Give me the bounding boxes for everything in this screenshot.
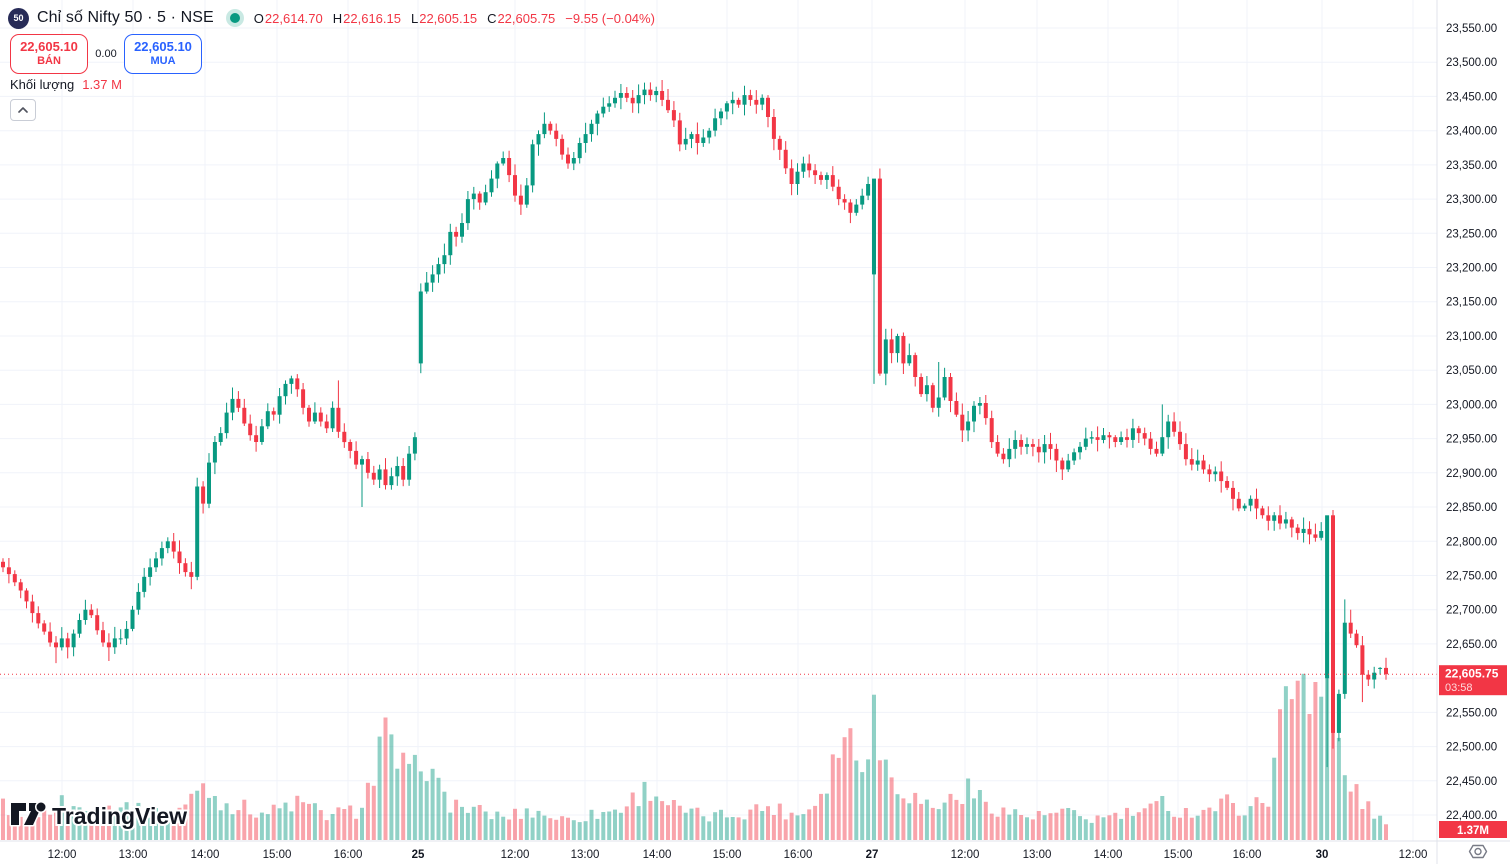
- trade-panel: 22,605.10 BÁN 0.00 22,605.10 MUA: [10, 34, 202, 74]
- svg-text:22,800.00: 22,800.00: [1446, 536, 1497, 548]
- volume-value: 1.37 M: [82, 77, 122, 92]
- open-value: O22,614.70: [253, 10, 323, 26]
- svg-text:22,650.00: 22,650.00: [1446, 639, 1497, 651]
- svg-text:13:00: 13:00: [571, 849, 600, 861]
- price-axis[interactable]: 22,400.00 22,450.00 22,500.00 22,550.00 22,6…: [1446, 23, 1497, 822]
- svg-text:12:00: 12:00: [1399, 849, 1428, 861]
- low-value: L22,605.15: [410, 10, 478, 26]
- svg-text:22,700.00: 22,700.00: [1446, 605, 1497, 617]
- svg-text:30: 30: [1316, 849, 1329, 861]
- svg-text:23,200.00: 23,200.00: [1446, 263, 1497, 275]
- svg-text:22,500.00: 22,500.00: [1446, 742, 1497, 754]
- chevron-up-icon: [18, 107, 28, 113]
- svg-text:23,450.00: 23,450.00: [1446, 91, 1497, 103]
- candlestick-series: [1, 80, 1388, 768]
- time-axis-settings-icon[interactable]: [1468, 844, 1488, 859]
- svg-text:22,850.00: 22,850.00: [1446, 502, 1497, 514]
- pane-collapse-button[interactable]: [10, 99, 36, 121]
- svg-text:22,550.00: 22,550.00: [1446, 707, 1497, 719]
- close-value: C22,605.75: [487, 10, 556, 26]
- svg-text:25: 25: [412, 849, 425, 861]
- svg-text:23,400.00: 23,400.00: [1446, 126, 1497, 138]
- change-value: −9.55 (−0.04%): [565, 10, 655, 26]
- svg-text:22,950.00: 22,950.00: [1446, 434, 1497, 446]
- svg-text:23,550.00: 23,550.00: [1446, 23, 1497, 35]
- svg-text:22,400.00: 22,400.00: [1446, 810, 1497, 822]
- svg-text:12:00: 12:00: [951, 849, 980, 861]
- svg-text:15:00: 15:00: [263, 849, 292, 861]
- sell-button[interactable]: 22,605.10 BÁN: [10, 34, 88, 74]
- svg-text:23,150.00: 23,150.00: [1446, 297, 1497, 309]
- bar-countdown: 03:58: [1445, 682, 1473, 694]
- tradingview-wordmark: TradingView: [52, 803, 187, 829]
- svg-text:12:00: 12:00: [48, 849, 77, 861]
- svg-text:1.37M: 1.37M: [1457, 825, 1489, 837]
- symbol-logo-badge: 50: [8, 7, 29, 29]
- svg-text:14:00: 14:00: [1094, 849, 1123, 861]
- svg-text:23,250.00: 23,250.00: [1446, 228, 1497, 240]
- legend: 50 Chỉ số Nifty 50 · 5 · NSE O22,614.70 …: [8, 6, 655, 30]
- ohlc-values: O22,614.70 H22,616.15 L22,605.15 C22,605…: [254, 11, 655, 26]
- spread-value: 0.00: [95, 48, 117, 60]
- svg-text:22,750.00: 22,750.00: [1446, 571, 1497, 583]
- symbol-title[interactable]: Chỉ số Nifty 50 · 5 · NSE: [37, 9, 214, 26]
- svg-text:12:00: 12:00: [501, 849, 530, 861]
- svg-text:22,450.00: 22,450.00: [1446, 776, 1497, 788]
- volume-label[interactable]: Khối lượng: [10, 77, 75, 92]
- svg-text:16:00: 16:00: [1233, 849, 1262, 861]
- svg-text:13:00: 13:00: [1023, 849, 1052, 861]
- svg-text:23,300.00: 23,300.00: [1446, 194, 1497, 206]
- svg-text:16:00: 16:00: [784, 849, 813, 861]
- svg-text:23,000.00: 23,000.00: [1446, 399, 1497, 411]
- svg-text:23,100.00: 23,100.00: [1446, 331, 1497, 343]
- svg-text:13:00: 13:00: [119, 849, 148, 861]
- time-axis[interactable]: 12:00 13:00 14:00 15:00 16:00 25 12:00 13:00 14:…: [48, 849, 1428, 861]
- svg-text:22,605.75: 22,605.75: [1445, 667, 1499, 681]
- svg-text:23,350.00: 23,350.00: [1446, 160, 1497, 172]
- svg-text:15:00: 15:00: [1164, 849, 1193, 861]
- svg-text:23,050.00: 23,050.00: [1446, 365, 1497, 377]
- tradingview-watermark[interactable]: TradingView: [8, 794, 248, 839]
- buy-button[interactable]: 22,605.10 MUA: [124, 34, 202, 74]
- tradingview-logo-icon: [9, 801, 47, 827]
- svg-text:23,500.00: 23,500.00: [1446, 57, 1497, 69]
- svg-text:14:00: 14:00: [191, 849, 220, 861]
- svg-text:22,900.00: 22,900.00: [1446, 468, 1497, 480]
- volume-legend: Khối lượng 1.37 M: [10, 77, 122, 92]
- market-status-icon[interactable]: [229, 13, 240, 23]
- grid-layer: [0, 0, 1437, 841]
- last-volume-badge: 1.37M: [1439, 821, 1507, 838]
- volume-histogram: [1, 632, 1388, 840]
- high-value: H22,616.15: [332, 10, 401, 26]
- svg-text:15:00: 15:00: [713, 849, 742, 861]
- svg-text:14:00: 14:00: [643, 849, 672, 861]
- svg-text:16:00: 16:00: [334, 849, 363, 861]
- svg-text:27: 27: [866, 849, 879, 861]
